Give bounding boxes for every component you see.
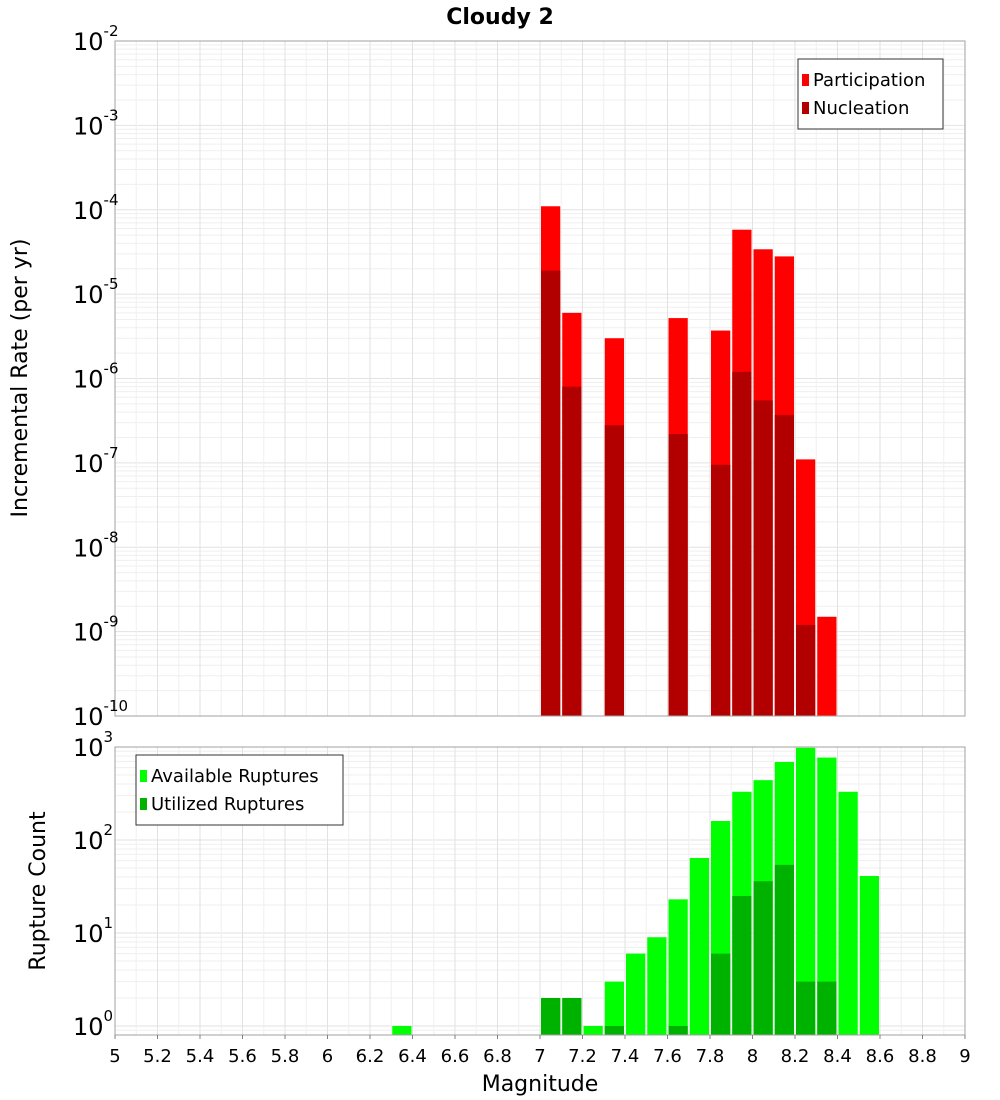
bar — [753, 881, 773, 1035]
x-tick-label: 7.8 — [696, 1046, 725, 1067]
legend-label: Available Ruptures — [151, 766, 319, 787]
bar — [732, 895, 752, 1035]
bar — [796, 981, 816, 1035]
bar — [774, 414, 794, 716]
x-tick-label: 5.2 — [143, 1046, 172, 1067]
x-tick-label: 7.6 — [653, 1046, 682, 1067]
bar — [859, 876, 879, 1035]
bar — [796, 624, 816, 716]
bar — [838, 791, 858, 1035]
x-tick-label: 5.8 — [271, 1046, 300, 1067]
x-tick-label: 7 — [534, 1046, 545, 1067]
top-plot: 10-10 10-9 10-8 10-7 10-6 10-5 10-4 10-3 10-2 Par… — [73, 22, 966, 731]
top-series-nucleation — [541, 270, 816, 716]
x-tick-label: 5.6 — [228, 1046, 257, 1067]
bar — [626, 953, 646, 1035]
x-tick-label: 6 — [322, 1046, 333, 1067]
bar — [711, 464, 731, 716]
bar — [562, 997, 582, 1035]
bar — [668, 1025, 688, 1035]
y-tick-label: 103 — [73, 728, 113, 762]
y-tick-label: 101 — [73, 914, 113, 948]
bar — [604, 981, 624, 1035]
x-tick-labels: 5 5.2 5.4 5.6 5.8 6 6.2 6.4 6.6 6.8 7 7.2 7.4 7.6 7.8 8… — [109, 1035, 971, 1067]
legend-swatch — [802, 102, 809, 114]
bar — [541, 270, 561, 716]
x-tick-label: 8 — [747, 1046, 758, 1067]
x-tick-label: 6.8 — [483, 1046, 512, 1067]
y-tick-label: 10-3 — [73, 106, 119, 140]
bar — [604, 425, 624, 716]
bottom-y-tick-labels: 100 101 102 103 — [73, 728, 113, 1041]
legend-label: Utilized Ruptures — [151, 794, 304, 815]
y-tick-label: 100 — [73, 1007, 113, 1041]
bar — [796, 747, 816, 1035]
y-tick-label: 10-8 — [73, 528, 119, 562]
bar — [668, 899, 688, 1035]
x-tick-label: 8.6 — [866, 1046, 895, 1067]
y-tick-label: 102 — [73, 821, 113, 855]
x-tick-label: 8.4 — [823, 1046, 852, 1067]
bottom-legend: Available Ruptures Utilized Ruptures — [135, 754, 344, 826]
top-y-axis-label: Incremental Rate (per yr) — [8, 239, 33, 518]
bottom-series-utilized-ruptures — [541, 864, 837, 1035]
x-tick-label: 5.4 — [186, 1046, 215, 1067]
bar — [817, 616, 837, 716]
x-tick-label: 7.4 — [611, 1046, 640, 1067]
x-tick-label: 8.2 — [781, 1046, 810, 1067]
bar — [392, 1025, 412, 1035]
legend-label: Nucleation — [813, 98, 909, 119]
bar — [817, 981, 837, 1035]
bar — [689, 858, 709, 1035]
x-tick-label: 6.2 — [356, 1046, 385, 1067]
bar — [732, 371, 752, 716]
bottom-plot: 100 101 102 103 5 5.2 5.4 5.6 5.8 6 6.2 6.4 6.6 6.8 7 7… — [73, 728, 971, 1067]
y-tick-label: 10-7 — [73, 444, 119, 478]
y-tick-label: 10-5 — [73, 275, 119, 309]
bar — [562, 386, 582, 716]
bar — [668, 433, 688, 716]
top-gridlines — [114, 41, 966, 717]
bottom-series-available-ruptures — [392, 747, 879, 1035]
bottom-y-axis-label: Rupture Count — [26, 811, 51, 971]
legend-swatch — [140, 770, 147, 782]
y-tick-label: 10-6 — [73, 360, 119, 394]
x-tick-label: 8.8 — [908, 1046, 937, 1067]
bar — [774, 864, 794, 1035]
y-tick-label: 10-9 — [73, 613, 119, 647]
x-tick-label: 9 — [959, 1046, 970, 1067]
x-tick-label: 6.4 — [398, 1046, 427, 1067]
bar — [647, 937, 667, 1035]
top-legend: Participation Nucleation — [797, 58, 944, 130]
bar — [817, 757, 837, 1035]
x-tick-label: 6.6 — [441, 1046, 470, 1067]
bar — [604, 1025, 624, 1035]
x-axis-label: Magnitude — [482, 1072, 599, 1097]
y-tick-label: 10-4 — [73, 191, 119, 225]
legend-swatch — [802, 74, 809, 86]
chart-title: Cloudy 2 — [446, 5, 554, 30]
legend-swatch — [140, 798, 147, 810]
bar — [711, 953, 731, 1035]
x-tick-label: 7.2 — [568, 1046, 597, 1067]
top-plot-border — [114, 40, 966, 717]
bar — [583, 1025, 603, 1035]
legend-label: Participation — [813, 70, 925, 91]
bar — [541, 997, 561, 1035]
bar — [753, 400, 773, 716]
x-tick-label: 5 — [109, 1046, 120, 1067]
top-y-tick-labels: 10-10 10-9 10-8 10-7 10-6 10-5 10-4 10-3 10-2 — [73, 22, 128, 731]
y-tick-label: 10-2 — [73, 22, 119, 56]
y-tick-label: 10-10 — [73, 697, 128, 731]
